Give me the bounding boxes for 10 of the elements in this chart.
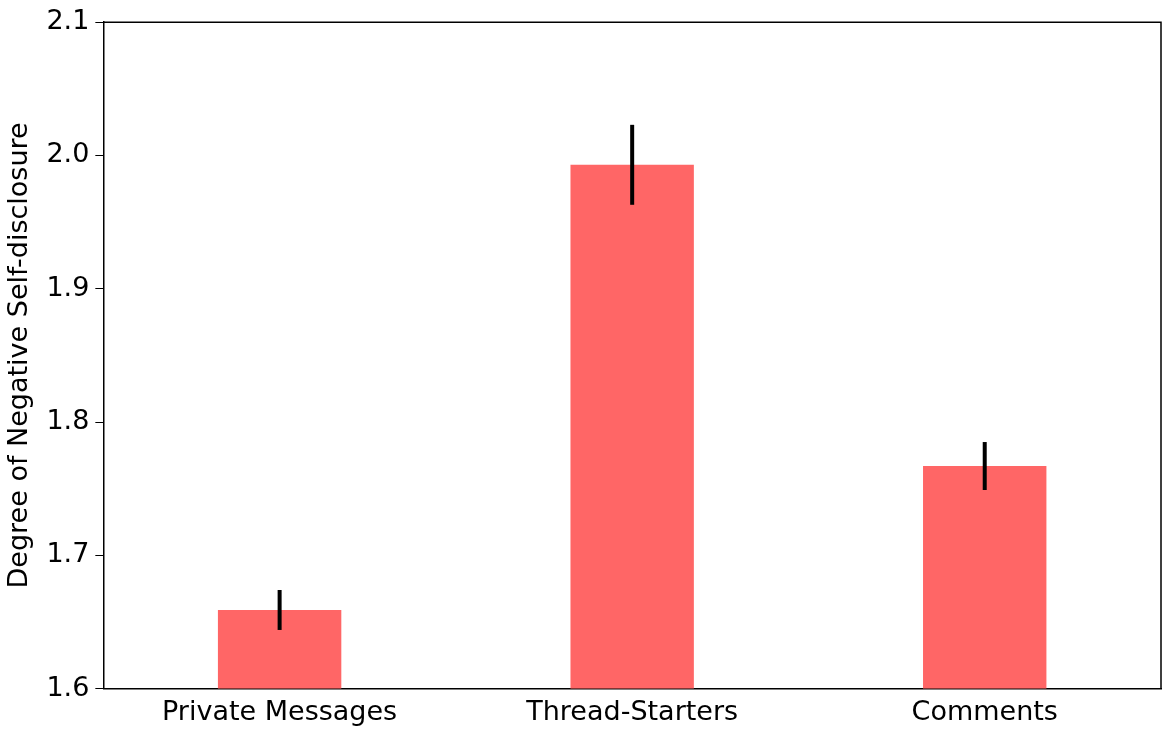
y-tick-label: 1.8 xyxy=(46,404,90,436)
y-tick-label: 1.7 xyxy=(46,537,90,569)
y-tick-label: 1.9 xyxy=(46,270,90,302)
y-axis-title: Degree of Negative Self-disclosure xyxy=(2,122,34,589)
x-tick-label: Comments xyxy=(911,694,1058,726)
x-tick-label: Private Messages xyxy=(162,694,398,726)
y-tick-label: 1.6 xyxy=(46,670,90,702)
x-tick-label: Thread-Starters xyxy=(525,694,739,726)
y-tick-label: 2.0 xyxy=(46,137,90,169)
y-tick-label: 2.1 xyxy=(46,4,90,36)
